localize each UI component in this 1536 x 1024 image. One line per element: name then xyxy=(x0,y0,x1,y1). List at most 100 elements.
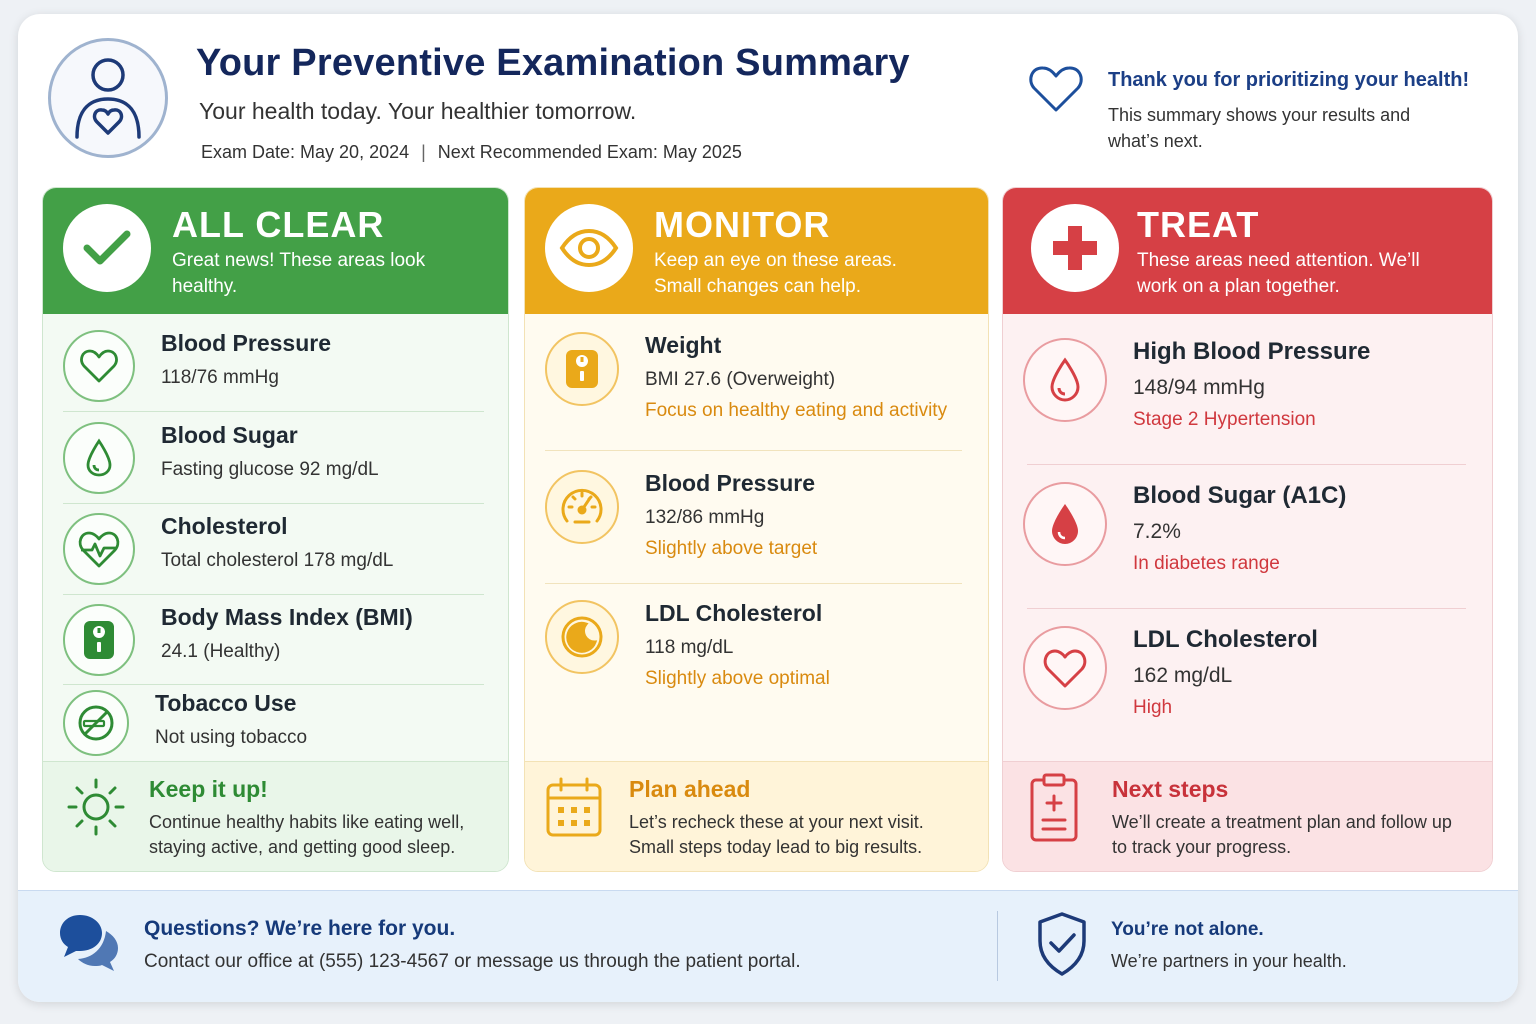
item-value: BMI 27.6 (Overweight) xyxy=(645,369,836,390)
all-clear-panel: ALL CLEAR Great news! These areas look h… xyxy=(42,187,509,872)
all-clear-text: Great news! These areas look healthy. xyxy=(172,250,426,297)
monitor-panel: MONITOR Keep an eye on these areas. Smal… xyxy=(524,187,989,872)
item-value: 162 mg/dL xyxy=(1133,664,1233,687)
support-title: You’re not alone. xyxy=(1111,919,1264,940)
item-name: Weight xyxy=(645,332,722,358)
eye-icon xyxy=(545,204,633,292)
next-steps-title: Next steps xyxy=(1112,776,1229,802)
treat-title: TREAT xyxy=(1137,204,1260,245)
treat-text: These areas need attention. We’ll work o… xyxy=(1137,250,1420,297)
medical-cross-icon xyxy=(1031,204,1119,292)
no-smoking-icon xyxy=(63,690,129,756)
exam-dates: Exam Date: May 20, 2024 | Next Recommend… xyxy=(201,142,742,163)
list-item: Tobacco Use Not using tobacco xyxy=(63,690,484,756)
exam-date: Exam Date: May 20, 2024 xyxy=(201,142,410,162)
item-name: LDL Cholesterol xyxy=(1133,626,1318,653)
date-separator: | xyxy=(421,142,426,162)
gauge-icon xyxy=(545,470,619,544)
next-exam-date: Next Recommended Exam: May 2025 xyxy=(437,142,742,162)
divider xyxy=(63,684,484,685)
item-value: 118 mg/dL xyxy=(645,637,734,658)
divider xyxy=(63,503,484,504)
sun-icon xyxy=(65,776,127,843)
item-name: Tobacco Use xyxy=(155,690,297,716)
heart-icon xyxy=(1023,626,1107,710)
item-value: 24.1 (Healthy) xyxy=(161,641,281,662)
all-clear-footer: Keep it up! Continue healthy habits like… xyxy=(43,761,508,871)
item-note: In diabetes range xyxy=(1133,553,1280,574)
thanks-text: This summary shows your results and what… xyxy=(1108,105,1411,151)
scale-icon xyxy=(63,604,135,676)
all-clear-title: ALL CLEAR xyxy=(172,204,385,245)
item-name: Blood Sugar (A1C) xyxy=(1133,482,1347,509)
divider xyxy=(545,450,962,451)
page-subtitle: Your health today. Your healthier tomorr… xyxy=(199,98,637,124)
item-value: Fasting glucose 92 mg/dL xyxy=(161,459,379,480)
treat-header: TREAT These areas need attention. We’ll … xyxy=(1003,188,1492,314)
checkmark-icon xyxy=(63,204,151,292)
plan-ahead-text: Let’s recheck these at your next visit. … xyxy=(629,812,924,857)
person-heart-icon xyxy=(48,38,168,158)
item-value: 148/94 mmHg xyxy=(1133,376,1265,399)
divider xyxy=(63,411,484,412)
item-name: Blood Pressure xyxy=(161,330,331,356)
item-note: Focus on healthy eating and activity xyxy=(645,400,948,421)
heartbeat-icon xyxy=(63,513,135,585)
questions-title: Questions? We’re here for you. xyxy=(144,917,456,940)
moon-icon xyxy=(545,600,619,674)
item-name: Cholesterol xyxy=(161,513,288,539)
monitor-header: MONITOR Keep an eye on these areas. Smal… xyxy=(525,188,988,314)
treat-panel: TREAT These areas need attention. We’ll … xyxy=(1002,187,1493,872)
calendar-icon xyxy=(545,776,603,843)
drop-filled-icon xyxy=(1023,482,1107,566)
list-item: Body Mass Index (BMI) 24.1 (Healthy) xyxy=(63,604,484,676)
banner-divider xyxy=(997,911,998,981)
list-item: Blood Sugar Fasting glucose 92 mg/dL xyxy=(63,422,484,494)
item-name: Blood Pressure xyxy=(645,470,815,496)
page-title: Your Preventive Examination Summary xyxy=(196,42,910,84)
heart-icon xyxy=(63,330,135,402)
list-item: Blood Sugar (A1C) 7.2% In diabetes range xyxy=(1023,482,1468,575)
monitor-title: MONITOR xyxy=(654,204,831,245)
item-value: 118/76 mmHg xyxy=(161,367,279,388)
list-item: Blood Pressure 118/76 mmHg xyxy=(63,330,484,402)
list-item: LDL Cholesterol 118 mg/dL Slightly above o… xyxy=(545,600,964,690)
item-note: Slightly above optimal xyxy=(645,668,830,689)
summary-card: Your Preventive Examination Summary Your… xyxy=(18,14,1518,1002)
drop-outline-icon xyxy=(1023,338,1107,422)
questions-text: Contact our office at (555) 123-4567 or … xyxy=(144,951,801,972)
list-item: High Blood Pressure 148/94 mmHg Stage 2 Hy… xyxy=(1023,338,1468,431)
contact-banner: Questions? We’re here for you. Contact o… xyxy=(18,890,1518,1002)
keep-it-up-title: Keep it up! xyxy=(149,776,268,802)
monitor-text: Keep an eye on these areas. Small change… xyxy=(654,250,897,297)
shield-check-icon xyxy=(1036,911,1088,982)
divider xyxy=(63,594,484,595)
heart-outline-icon xyxy=(1028,64,1084,119)
item-value: Total cholesterol 178 mg/dL xyxy=(161,550,394,571)
monitor-footer: Plan ahead Let’s recheck these at your n… xyxy=(525,761,988,871)
next-steps-text: We’ll create a treatment plan and follow… xyxy=(1112,812,1452,857)
divider xyxy=(545,583,962,584)
treat-footer: Next steps We’ll create a treatment plan… xyxy=(1003,761,1492,871)
list-item: LDL Cholesterol 162 mg/dL High xyxy=(1023,626,1468,719)
thanks-title: Thank you for prioritizing your health! xyxy=(1108,69,1470,91)
divider xyxy=(1027,464,1466,465)
list-item: Weight BMI 27.6 (Overweight) Focus on heal… xyxy=(545,332,964,422)
list-item: Cholesterol Total cholesterol 178 mg/dL xyxy=(63,513,484,585)
keep-it-up-text: Continue healthy habits like eating well… xyxy=(149,812,465,857)
plan-ahead-title: Plan ahead xyxy=(629,776,751,802)
scale-icon xyxy=(545,332,619,406)
item-note: High xyxy=(1133,697,1173,718)
chat-bubbles-icon xyxy=(58,911,120,978)
item-value: Not using tobacco xyxy=(155,727,308,748)
clipboard-icon xyxy=(1029,772,1079,849)
support-text: We’re partners in your health. xyxy=(1111,951,1347,971)
divider xyxy=(1027,608,1466,609)
drop-icon xyxy=(63,422,135,494)
item-note: Slightly above target xyxy=(645,538,818,559)
item-name: Blood Sugar xyxy=(161,422,298,448)
item-name: LDL Cholesterol xyxy=(645,600,823,626)
item-note: Stage 2 Hypertension xyxy=(1133,409,1316,430)
all-clear-header: ALL CLEAR Great news! These areas look h… xyxy=(43,188,508,314)
item-value: 7.2% xyxy=(1133,520,1181,543)
